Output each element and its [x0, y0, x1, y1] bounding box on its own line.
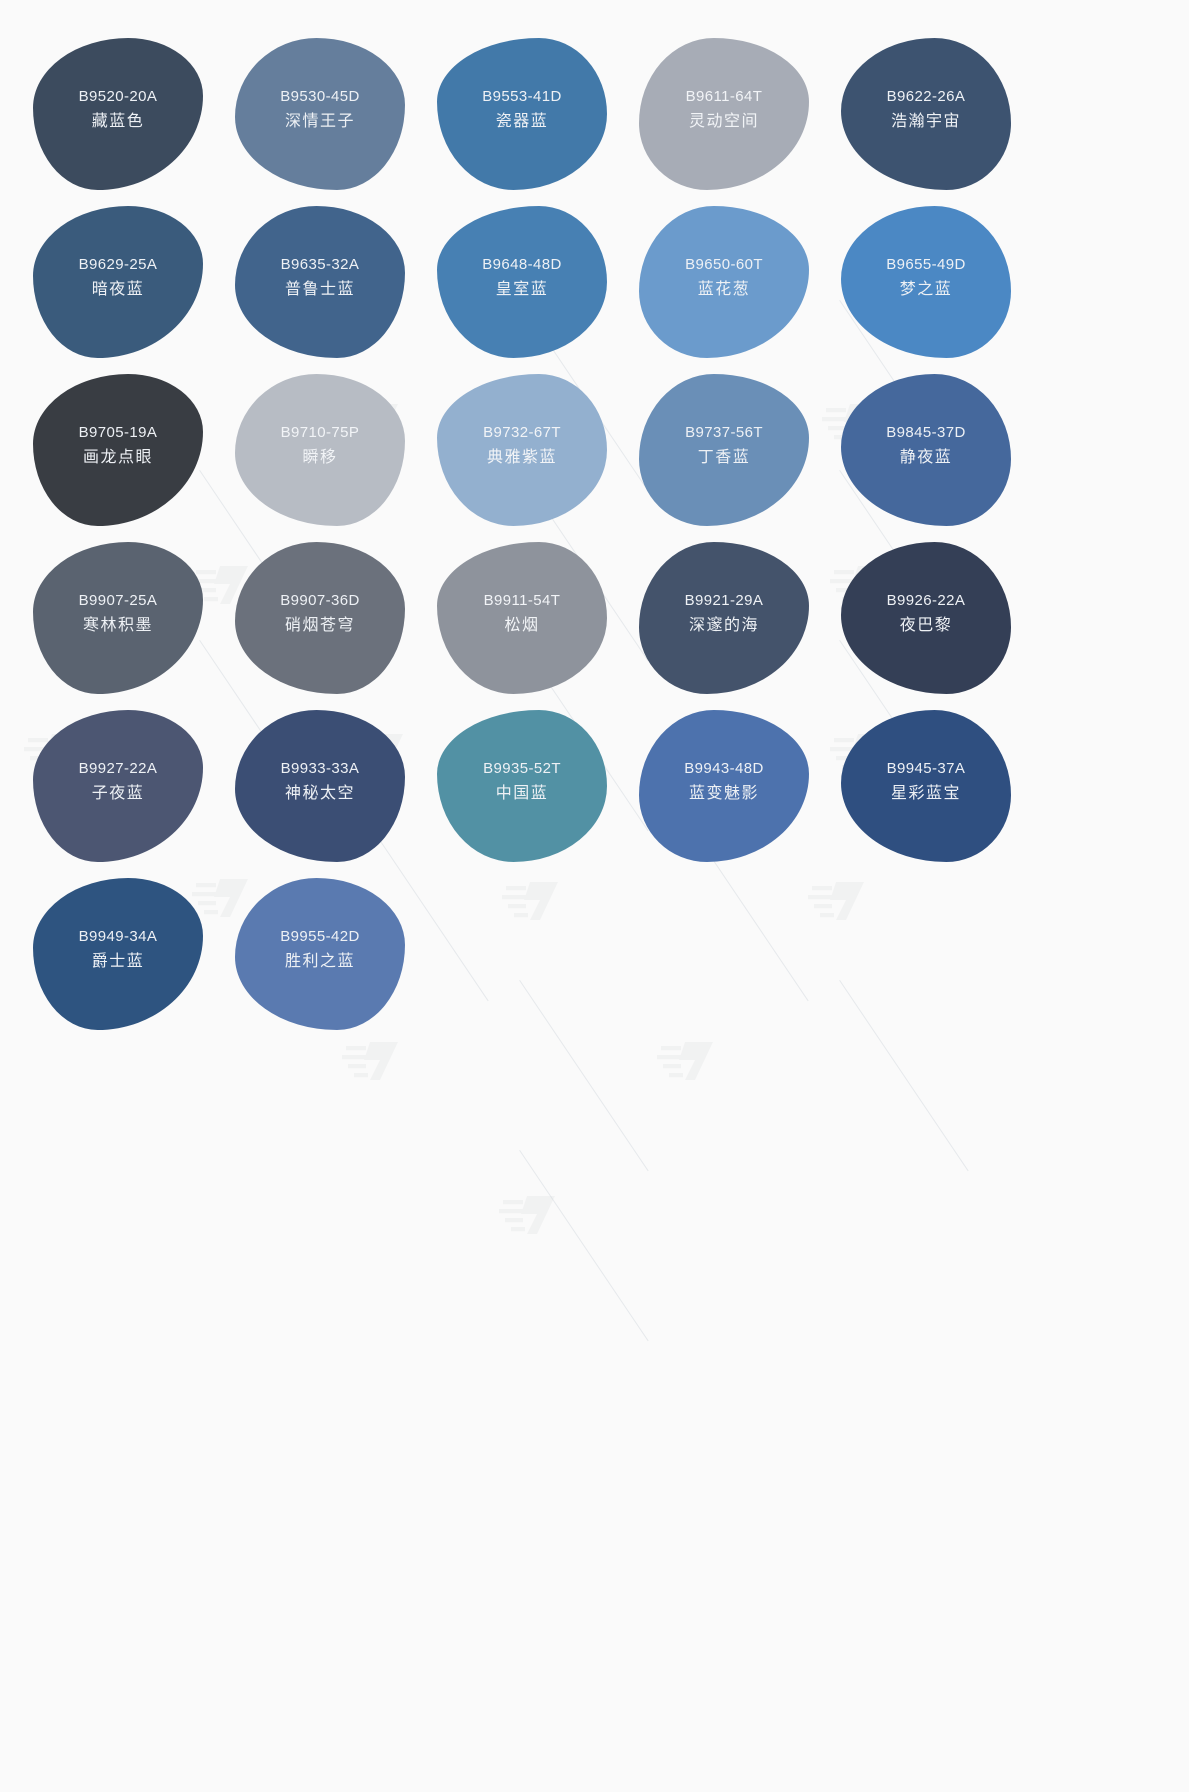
swatch-blob-shape — [437, 542, 607, 694]
color-swatch[interactable]: B9520-20A 藏蓝色 — [30, 32, 232, 200]
color-swatch[interactable]: B9933-33A 神秘太空 — [232, 704, 434, 872]
color-swatch[interactable]: B9845-37D 静夜蓝 — [838, 368, 1040, 536]
color-swatch[interactable]: B9655-49D 梦之蓝 — [838, 200, 1040, 368]
color-swatch[interactable]: B9927-22A 子夜蓝 — [30, 704, 232, 872]
color-swatch[interactable]: B9553-41D 瓷器蓝 — [434, 32, 636, 200]
swatch-blob-shape — [841, 710, 1011, 862]
speed-arrow-logo-watermark-icon — [340, 1038, 402, 1084]
color-swatch[interactable]: B9945-37A 星彩蓝宝 — [838, 704, 1040, 872]
swatch-blob-shape — [235, 374, 405, 526]
swatch-blob-shape — [841, 206, 1011, 358]
color-swatch[interactable]: B9907-36D 硝烟苍穹 — [232, 536, 434, 704]
swatch-blob-shape — [639, 542, 809, 694]
swatch-blob-shape — [235, 542, 405, 694]
color-swatch[interactable]: B9921-29A 深邃的海 — [636, 536, 838, 704]
color-swatch[interactable]: B9732-67T 典雅紫蓝 — [434, 368, 636, 536]
swatch-blob-shape — [841, 542, 1011, 694]
swatch-blob-shape — [639, 710, 809, 862]
speed-arrow-logo-watermark-icon — [497, 1192, 559, 1238]
swatch-blob-shape — [33, 878, 203, 1030]
color-swatch[interactable]: B9705-19A 画龙点眼 — [30, 368, 232, 536]
swatch-blob-shape — [437, 374, 607, 526]
swatch-blob-shape — [33, 710, 203, 862]
color-swatch[interactable]: B9611-64T 灵动空间 — [636, 32, 838, 200]
swatch-blob-shape — [235, 878, 405, 1030]
color-swatch[interactable]: B9650-60T 蓝花葱 — [636, 200, 838, 368]
watermark-hairline — [519, 1150, 649, 1342]
color-swatch-grid: B9520-20A 藏蓝色 B9530-45D 深情王子 B9553-41D 瓷器蓝 B96… — [30, 32, 1040, 1040]
swatch-blob-shape — [639, 374, 809, 526]
swatch-blob-shape — [437, 710, 607, 862]
swatch-blob-shape — [639, 206, 809, 358]
swatch-blob-shape — [841, 374, 1011, 526]
color-swatch[interactable]: B9710-75P 瞬移 — [232, 368, 434, 536]
swatch-blob-shape — [639, 38, 809, 190]
color-swatch[interactable]: B9943-48D 蓝变魅影 — [636, 704, 838, 872]
swatch-blob-shape — [33, 542, 203, 694]
swatch-blob-shape — [33, 206, 203, 358]
color-swatch[interactable]: B9635-32A 普鲁士蓝 — [232, 200, 434, 368]
color-swatch[interactable]: B9955-42D 胜利之蓝 — [232, 872, 434, 1040]
color-swatch[interactable]: B9737-56T 丁香蓝 — [636, 368, 838, 536]
color-swatch[interactable]: B9622-26A 浩瀚宇宙 — [838, 32, 1040, 200]
swatch-blob-shape — [841, 38, 1011, 190]
swatch-blob-shape — [437, 38, 607, 190]
color-swatch[interactable]: B9530-45D 深情王子 — [232, 32, 434, 200]
swatch-blob-shape — [235, 38, 405, 190]
color-swatch[interactable]: B9935-52T 中国蓝 — [434, 704, 636, 872]
swatch-blob-shape — [33, 374, 203, 526]
color-swatch[interactable]: B9911-54T 松烟 — [434, 536, 636, 704]
swatch-blob-shape — [235, 710, 405, 862]
swatch-blob-shape — [235, 206, 405, 358]
color-swatch[interactable]: B9629-25A 暗夜蓝 — [30, 200, 232, 368]
swatch-blob-shape — [437, 206, 607, 358]
color-swatch[interactable]: B9907-25A 寒林积墨 — [30, 536, 232, 704]
color-swatch[interactable]: B9926-22A 夜巴黎 — [838, 536, 1040, 704]
speed-arrow-logo-watermark-icon — [655, 1038, 717, 1084]
color-swatch[interactable]: B9648-48D 皇室蓝 — [434, 200, 636, 368]
color-swatch[interactable]: B9949-34A 爵士蓝 — [30, 872, 232, 1040]
swatch-blob-shape — [33, 38, 203, 190]
